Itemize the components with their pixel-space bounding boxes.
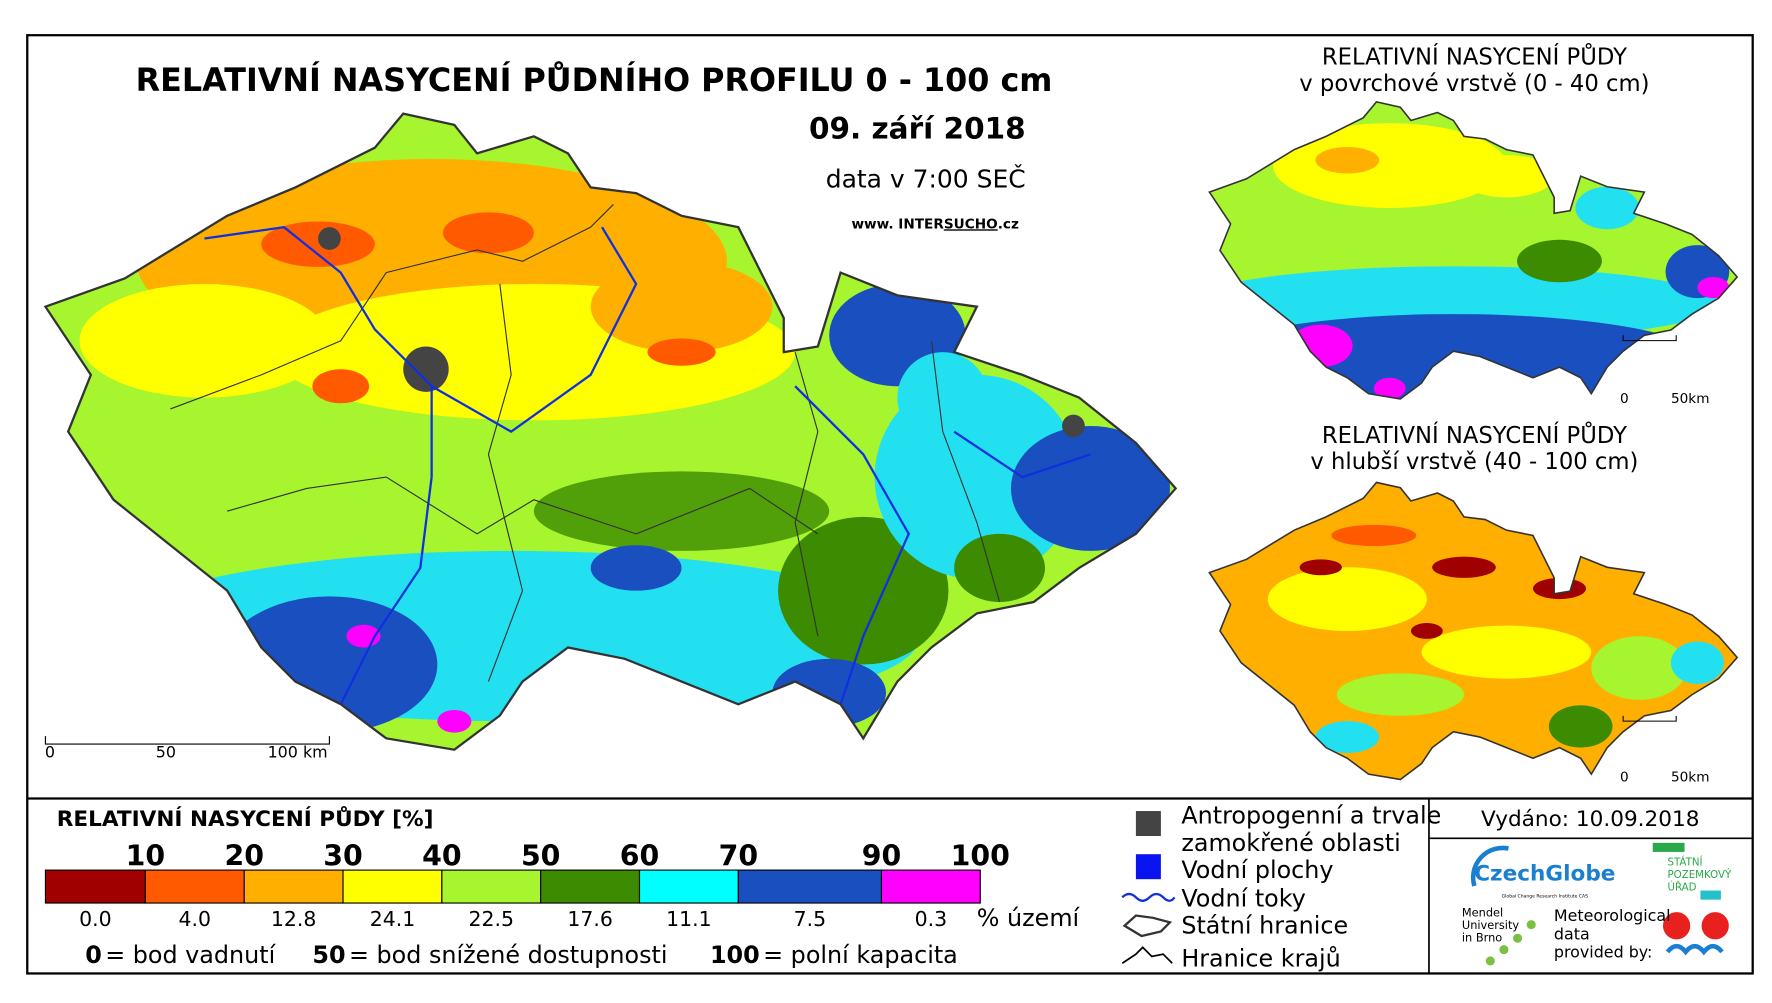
- scale-label: 0: [45, 743, 55, 762]
- scale-label: 0: [1620, 391, 1629, 407]
- definition-value: 100: [710, 941, 760, 969]
- legend-break: 50: [521, 840, 561, 873]
- logo-text: data: [1554, 924, 1590, 943]
- website-part: SUCHO: [944, 216, 998, 232]
- logo-text: in Brno: [1462, 931, 1502, 945]
- legend-share: 12.8: [271, 907, 317, 931]
- inset-title: v hlubší vrstvě (40 - 100 cm): [1310, 449, 1638, 475]
- logo: [1700, 890, 1721, 900]
- legend-swatch: [880, 869, 981, 904]
- scale-label: 0: [1620, 769, 1629, 785]
- legend-share: 0.3: [915, 907, 948, 931]
- logo-text: provided by:: [1554, 943, 1653, 962]
- symbol-icon: [1135, 811, 1161, 837]
- legend-unit: % území: [977, 904, 1081, 932]
- website-part: www. INTER: [851, 216, 944, 232]
- inset-title: RELATIVNÍ NASYCENÍ PŮDY: [1322, 420, 1627, 449]
- scale-label: 100 km: [268, 743, 328, 762]
- legend-definition: 100 = polní kapacita: [710, 941, 958, 969]
- legend-break: 100: [951, 840, 1010, 873]
- legend-definition: 0 = bod vadnutí: [85, 941, 276, 969]
- legend-swatch: [243, 869, 344, 904]
- legend-break: 40: [422, 840, 462, 873]
- logo-text: ÚŘAD: [1668, 881, 1697, 894]
- legend-share: 7.5: [794, 907, 827, 931]
- legend-swatch: [638, 869, 739, 904]
- inset-title: RELATIVNÍ NASYCENÍ PŮDY: [1322, 42, 1627, 71]
- legend-swatch: [342, 869, 443, 904]
- symbol-label: Antropogenní a trvale: [1181, 802, 1441, 830]
- definition-value: 50: [312, 941, 345, 969]
- legend-share: 22.5: [469, 907, 515, 931]
- legend-break: 30: [323, 840, 363, 873]
- legend-share: 11.1: [666, 907, 712, 931]
- legend-break: 60: [620, 840, 660, 873]
- symbol-label: Státní hranice: [1181, 912, 1348, 940]
- legend-swatch: [737, 869, 883, 904]
- legend-break: 20: [224, 840, 263, 873]
- legend-title: RELATIVNÍ NASYCENÍ PŮDY [%]: [57, 806, 434, 832]
- legend-share: 4.0: [179, 907, 212, 931]
- definition-text: = bod snížené dostupnosti: [349, 941, 668, 969]
- legend-swatch: [144, 869, 245, 904]
- legend-break: 70: [719, 840, 759, 873]
- website: www. INTERSUCHO.cz: [851, 216, 1019, 232]
- symbol-label: Vodní plochy: [1181, 856, 1333, 884]
- scale-label: 50: [156, 743, 176, 762]
- logo-text: CzechGlobe: [1474, 861, 1615, 886]
- stage: RELATIVNÍ NASYCENÍ PŮDNÍHO PROFILU 0 - 1…: [26, 34, 1754, 975]
- map-title: RELATIVNÍ NASYCENÍ PŮDNÍHO PROFILU 0 - 1…: [136, 60, 1053, 99]
- logo: [1652, 842, 1685, 852]
- logo: [1470, 845, 1509, 887]
- map-time: data v 7:00 SEČ: [826, 163, 1026, 193]
- legend-swatch: [44, 869, 146, 904]
- logo-text: Mendel: [1462, 906, 1503, 920]
- inset-title: v povrchové vrstvě (0 - 40 cm): [1299, 71, 1649, 97]
- symbol-label: Vodní toky: [1181, 884, 1306, 912]
- definition-text: = polní kapacita: [763, 941, 958, 969]
- issued-date: Vydáno: 10.09.2018: [1481, 807, 1699, 832]
- legend-share: 24.1: [370, 907, 416, 931]
- definition-value: 0: [85, 941, 102, 969]
- symbol-icon: [1135, 854, 1161, 880]
- logo-text: University: [1462, 918, 1520, 932]
- symbol-label: zamokřené oblasti: [1181, 829, 1400, 857]
- symbol-icon: [1121, 946, 1173, 964]
- logo: [1485, 912, 1729, 966]
- legend-swatch: [540, 869, 641, 904]
- logo-text: Global Change Research Institute CAS: [1502, 893, 1588, 899]
- legend-swatch: [441, 869, 542, 904]
- legend-share: 0.0: [79, 907, 112, 931]
- logo-text: Meteorological: [1554, 906, 1671, 925]
- legend-break: 10: [126, 840, 166, 873]
- logo-text: POZEMKOVÝ: [1668, 868, 1732, 881]
- logo-text: STÁTNÍ: [1668, 856, 1703, 869]
- scale-label: 50km: [1671, 769, 1710, 785]
- scale-label: 50km: [1671, 391, 1710, 407]
- legend-share: 17.6: [567, 907, 613, 931]
- legend-break: 90: [862, 840, 902, 873]
- symbol-icon: [1121, 892, 1176, 902]
- website-part: .cz: [998, 216, 1019, 232]
- symbol-label: Hranice krajů: [1181, 945, 1340, 973]
- legend-definition: 50 = bod snížené dostupnosti: [312, 941, 667, 969]
- definition-text: = bod vadnutí: [105, 941, 276, 969]
- map-date: 09. září 2018: [809, 112, 1026, 146]
- symbol-icon: [1122, 914, 1173, 938]
